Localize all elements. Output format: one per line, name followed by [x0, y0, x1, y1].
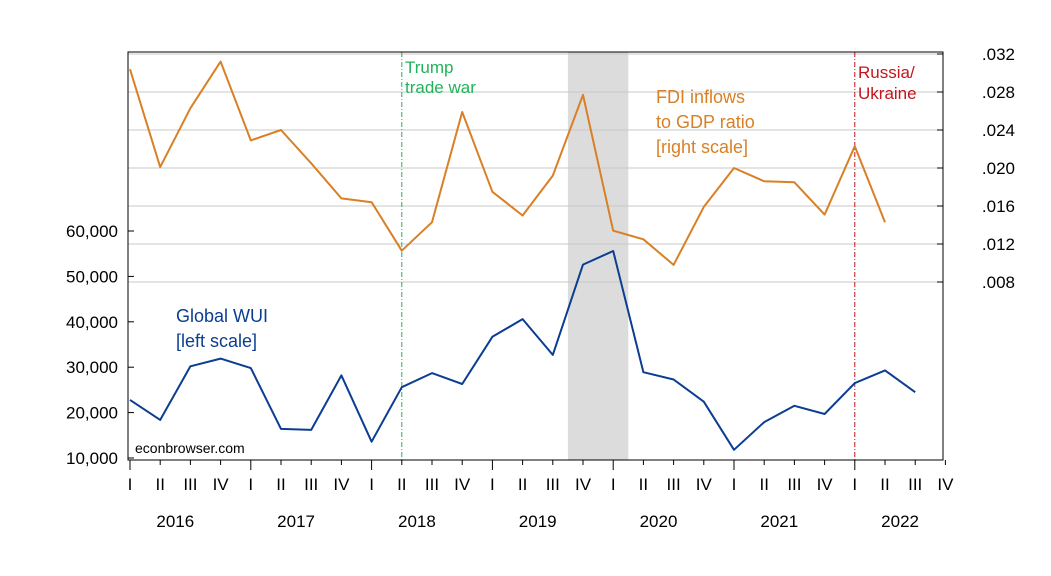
event-line-layer: [401, 52, 856, 460]
right-tick-label-0: .008: [982, 273, 1015, 292]
x-quarter-label-5: II: [276, 475, 285, 494]
left-tick-label-0: 10,000: [66, 449, 118, 468]
x-quarter-label-13: II: [518, 475, 527, 494]
x-year-label-5: 2021: [760, 512, 798, 531]
series-line-global-wui: [129, 250, 916, 451]
fdi-label-line-3: [right scale]: [656, 137, 748, 157]
x-year-label-2: 2018: [398, 512, 436, 531]
gridline-layer: [128, 53, 943, 283]
left-tick-label-3: 40,000: [66, 313, 118, 332]
x-quarter-label-15: IV: [575, 475, 592, 494]
x-quarter-label-9: II: [397, 475, 406, 494]
fdi-label-line-1: FDI inflows: [656, 87, 745, 107]
x-quarter-label-16: I: [611, 475, 616, 494]
x-quarter-label-24: I: [852, 475, 857, 494]
x-year-label-3: 2019: [519, 512, 557, 531]
right-tick-label-2: .016: [982, 197, 1015, 216]
x-quarter-label-4: I: [248, 475, 253, 494]
x-quarter-label-21: II: [759, 475, 768, 494]
x-year-label-6: 2022: [881, 512, 919, 531]
series-layer: [129, 60, 916, 451]
left-tick-label-4: 50,000: [66, 267, 118, 286]
x-quarter-label-27: IV: [937, 475, 954, 494]
right-tick-label-3: .020: [982, 159, 1015, 178]
series-line-fdi-ratio: [129, 60, 886, 266]
x-quarter-label-17: II: [639, 475, 648, 494]
x-quarter-label-25: II: [880, 475, 889, 494]
x-quarter-label-2: III: [183, 475, 197, 494]
x-quarter-label-12: I: [490, 475, 495, 494]
x-quarter-label-1: II: [155, 475, 164, 494]
x-quarter-label-20: I: [732, 475, 737, 494]
trump-label-line-2: trade war: [405, 78, 476, 97]
x-quarter-label-14: III: [546, 475, 560, 494]
x-quarter-label-7: IV: [333, 475, 350, 494]
x-quarter-label-10: III: [425, 475, 439, 494]
shaded-region-layer: [567, 52, 629, 460]
x-quarter-label-26: III: [908, 475, 922, 494]
x-year-label-4: 2020: [640, 512, 678, 531]
x-quarter-label-3: IV: [213, 475, 230, 494]
x-quarter-label-6: III: [304, 475, 318, 494]
right-tick-label-1: .012: [982, 235, 1015, 254]
russia-label-line-2: Ukraine: [858, 84, 917, 103]
left-tick-label-1: 20,000: [66, 404, 118, 423]
x-quarter-label-8: I: [369, 475, 374, 494]
right-tick-label-5: .028: [982, 83, 1015, 102]
x-quarter-label-23: IV: [817, 475, 834, 494]
plot-frame: [127, 51, 944, 461]
x-quarter-label-11: IV: [454, 475, 471, 494]
left-tick-label-5: 60,000: [66, 222, 118, 241]
trump-label-line-1: Trump: [405, 58, 454, 77]
shaded-region: [567, 52, 629, 460]
wui-label-line-1: Global WUI: [176, 306, 268, 326]
fdi-label-line-2: to GDP ratio: [656, 112, 755, 132]
x-year-label-1: 2017: [277, 512, 315, 531]
x-quarter-label-19: IV: [696, 475, 713, 494]
right-tick-label-6: .032: [982, 45, 1015, 64]
x-quarter-label-18: III: [667, 475, 681, 494]
x-quarter-label-22: III: [787, 475, 801, 494]
russia-label-line-1: Russia/: [858, 63, 915, 82]
axes-layer: 10,000 20,000 30,000 40,000 50,000 60,000 .008…: [66, 45, 1015, 531]
x-quarter-label-0: I: [128, 475, 133, 494]
watermark: econbrowser.com: [135, 440, 245, 456]
left-tick-label-2: 30,000: [66, 358, 118, 377]
right-tick-label-4: .024: [982, 121, 1015, 140]
x-year-label-0: 2016: [156, 512, 194, 531]
wui-label-line-2: [left scale]: [176, 331, 257, 351]
